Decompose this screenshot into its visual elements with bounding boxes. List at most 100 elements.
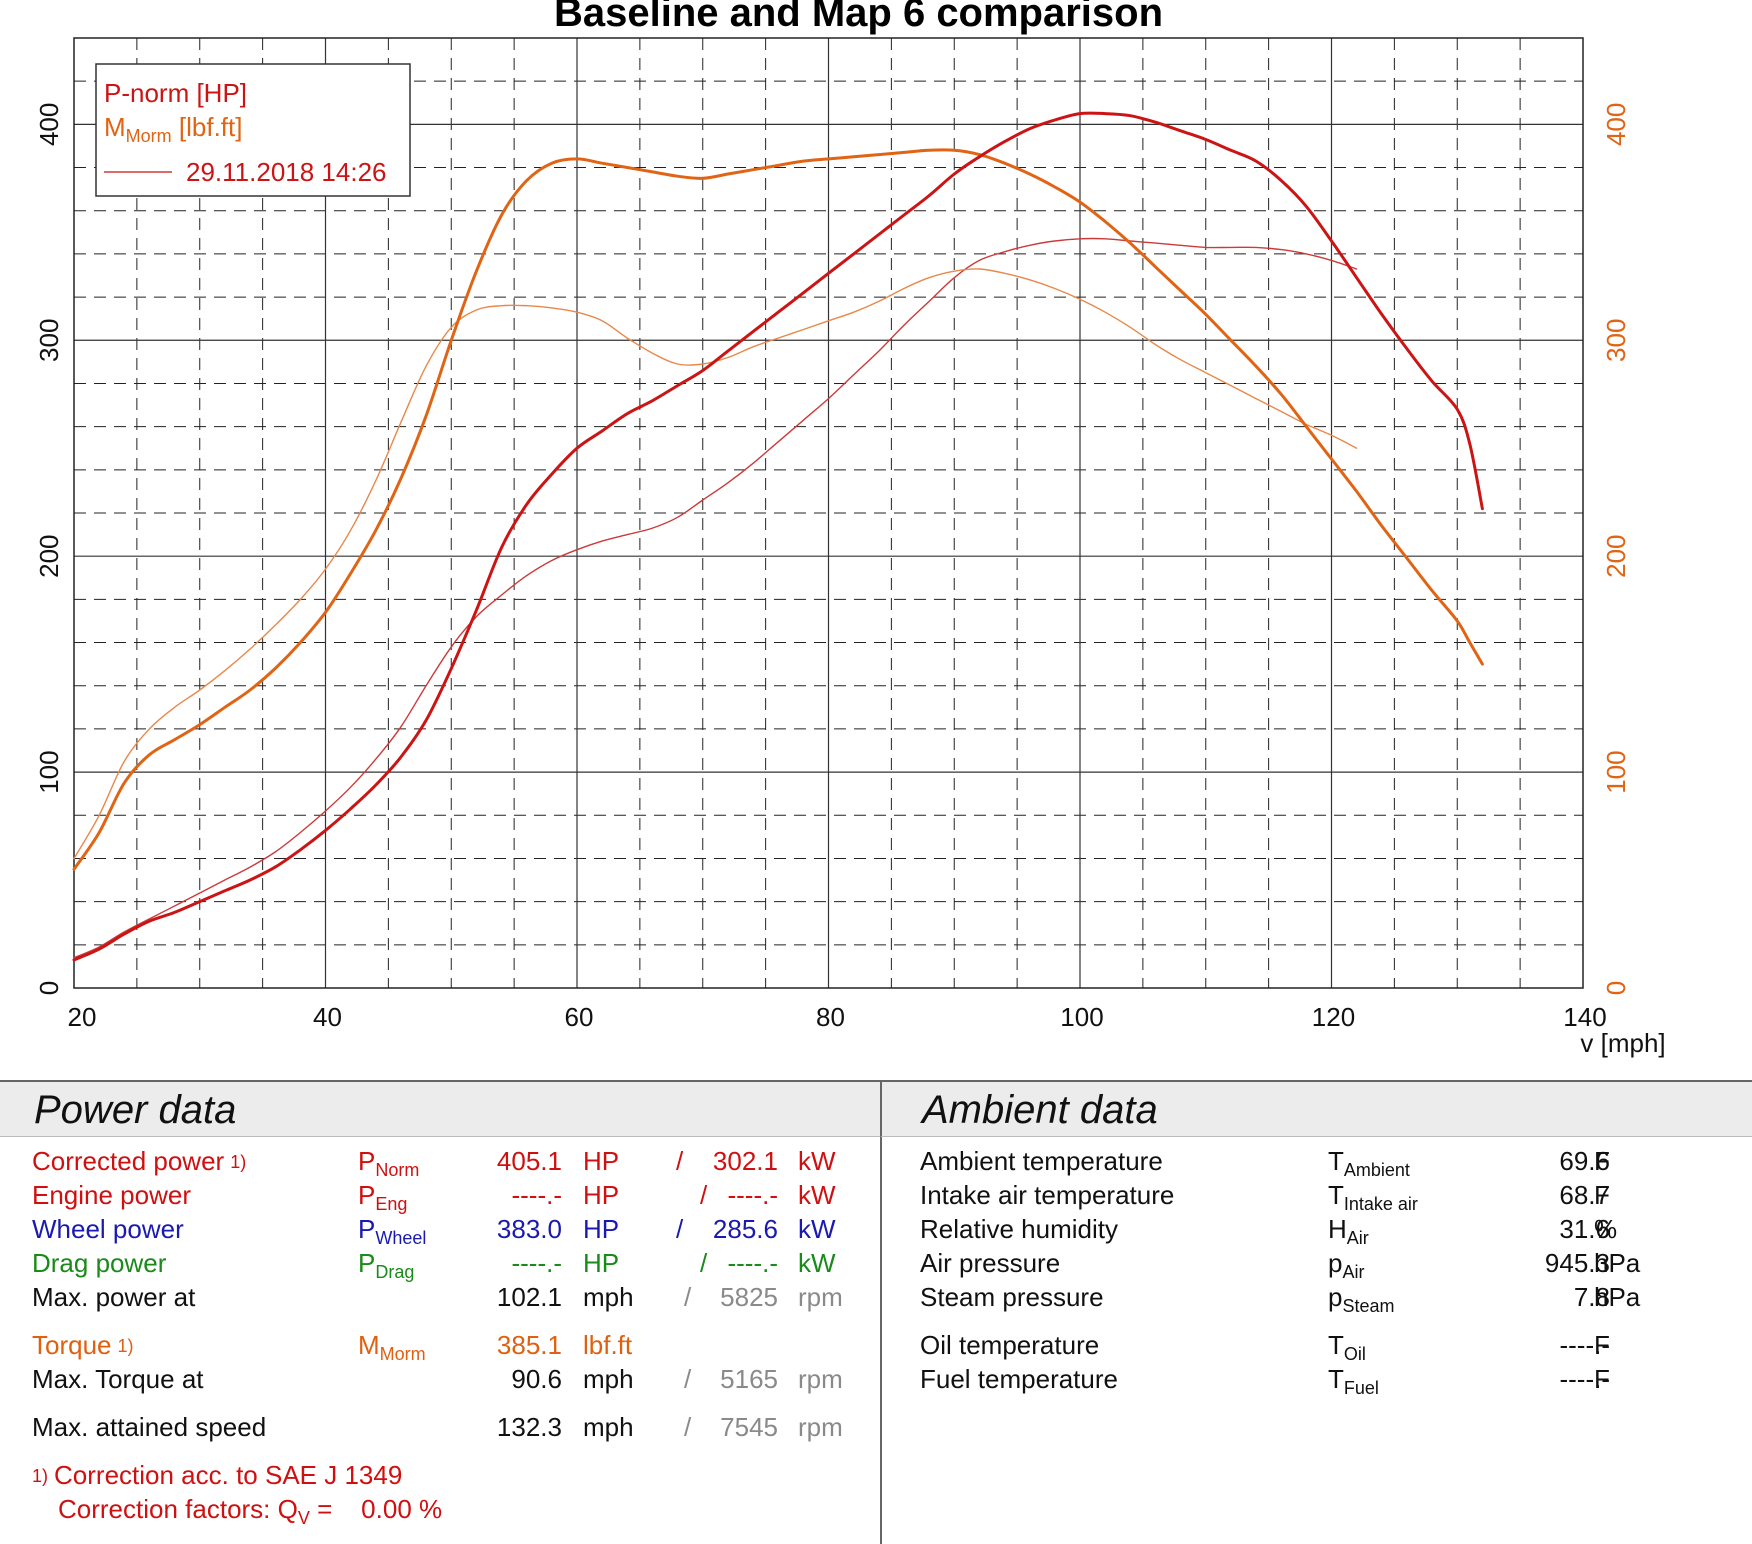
steam-pressure-label: Steam pressure [920, 1282, 1104, 1312]
intake-air-temp-sym: T [1328, 1180, 1344, 1210]
correction-note: 1) Correction acc. to SAE J 1349 [32, 1460, 402, 1491]
y-tick-label-left: 200 [34, 534, 64, 577]
max-torque-at-row: Max. Torque at 90.6 mph / 5165 rpm [0, 1364, 880, 1398]
panel-divider [880, 1080, 882, 1544]
y-tick-label-right: 0 [1601, 981, 1631, 995]
legend-baseline-label: 29.11.2018 14:26 [186, 157, 386, 187]
fuel-temp-sub: Fuel [1343, 1378, 1379, 1398]
max-power-rpm: 5825 [720, 1282, 778, 1312]
correction-note-text: Correction acc. to SAE J 1349 [54, 1460, 403, 1490]
oil-temp-value: ----.- [1559, 1330, 1610, 1360]
y-tick-label-left: 300 [34, 319, 64, 362]
torque-label: Torque 1) [32, 1330, 134, 1361]
corrected-power-label: Corrected power 1) [32, 1146, 246, 1177]
humidity-sub: Air [1346, 1228, 1369, 1248]
ambient-temp-value: 69.6 [1559, 1146, 1610, 1176]
max-speed-sep: / [684, 1412, 692, 1442]
ambient-temp-label: Ambient temperature [920, 1146, 1163, 1176]
legend-torque-unit: [lbf.ft] [172, 112, 243, 142]
torque-sym: M [358, 1330, 380, 1360]
dyno-chart: Baseline and Map 6 comparison 20 40 60 80 100… [34, 0, 1666, 1058]
max-torque-speed-unit: mph [583, 1364, 634, 1394]
y-tick-label-left: 0 [34, 981, 64, 995]
max-power-rpm-unit: rpm [798, 1282, 843, 1312]
intake-air-temp-symbol: TIntake air [1328, 1180, 1418, 1215]
drag-power-kw: ----.- [727, 1248, 778, 1278]
max-speed-unit: mph [583, 1412, 634, 1442]
corrected-power-row: Corrected power 1) PNorm 405.1 HP / 302.1… [0, 1146, 880, 1180]
air-pressure-row: Air pressure pAir 945.3 hPa [880, 1248, 1752, 1282]
steam-pressure-sub: Steam [1342, 1296, 1395, 1316]
drag-power-sym: P [358, 1248, 376, 1278]
correction-footnote-mark: 1) [32, 1466, 49, 1486]
torque-footnote: 1) [117, 1336, 134, 1356]
engine-power-kw-unit: kW [798, 1180, 836, 1210]
wheel-power-kw: 285.6 [712, 1214, 778, 1244]
ambient-temp-sym: T [1328, 1146, 1344, 1176]
wheel-power-kw-unit: kW [798, 1214, 836, 1244]
fuel-temp-label: Fuel temperature [920, 1364, 1118, 1394]
y-tick-label-right: 100 [1601, 750, 1631, 793]
power-data-header: Power data [0, 1080, 880, 1137]
y-tick-label-left: 400 [34, 103, 64, 146]
y-tick-label-right: 200 [1601, 534, 1631, 577]
corrected-power-hp: 405.1 [496, 1146, 562, 1176]
x-tick-label: 60 [565, 1002, 594, 1032]
engine-power-sym: P [358, 1180, 376, 1210]
series-line-power-map6 [72, 111, 1484, 962]
ambient-temp-unit: F [1594, 1146, 1610, 1176]
engine-power-row: Engine power PEng ----.- HP / ----.- kW [0, 1180, 880, 1214]
drag-power-row: Drag power PDrag ----.- HP / ----.- kW [0, 1248, 880, 1282]
air-pressure-label: Air pressure [920, 1248, 1061, 1278]
correction-factors-value: = 0.00 % [309, 1494, 443, 1524]
y-tick-label-right: 300 [1601, 319, 1631, 362]
y-tick-label-right: 400 [1601, 103, 1631, 146]
torque-symbol: MMorm [358, 1330, 426, 1365]
fuel-temp-value: ----.- [1559, 1364, 1610, 1394]
max-torque-speed: 90.6 [511, 1364, 562, 1394]
fuel-temp-unit: F [1594, 1364, 1610, 1394]
steam-pressure-symbol: pSteam [1328, 1282, 1395, 1317]
intake-air-temp-label: Intake air temperature [920, 1180, 1175, 1210]
corrected-power-kw: 302.1 [712, 1146, 778, 1176]
engine-power-sub: Eng [375, 1194, 408, 1214]
max-power-speed: 102.1 [496, 1282, 562, 1312]
steam-pressure-unit: hPa [1594, 1282, 1641, 1312]
max-speed-row: Max. attained speed 132.3 mph / 7545 rpm [0, 1412, 880, 1446]
wheel-power-symbol: PWheel [358, 1214, 426, 1249]
wheel-power-label: Wheel power [32, 1214, 184, 1244]
steam-pressure-value: 7.8 [1573, 1282, 1610, 1312]
max-speed-value: 132.3 [496, 1412, 562, 1442]
power-data-panel: Power data Corrected power 1) PNorm 405.1… [0, 1080, 880, 1544]
corrected-power-label-text: Corrected power [32, 1146, 225, 1176]
corrected-power-sym: P [358, 1146, 376, 1176]
torque-row: Torque 1) MMorm 385.1 lbf.ft [0, 1330, 880, 1364]
air-pressure-unit: hPa [1594, 1248, 1641, 1278]
chart-svg: Baseline and Map 6 comparison 20 40 60 80 100… [34, 0, 1666, 1058]
drag-power-hp-unit: HP [583, 1248, 620, 1278]
wheel-power-sym: P [358, 1214, 376, 1244]
corrected-power-kw-unit: kW [798, 1146, 836, 1176]
drag-power-label: Drag power [32, 1248, 167, 1278]
air-pressure-value: 945.3 [1544, 1248, 1610, 1278]
correction-factors-label: Correction factors: Q [58, 1494, 298, 1524]
max-speed-rpm: 7545 [720, 1412, 778, 1442]
chart-title: Baseline and Map 6 comparison [554, 0, 1163, 35]
x-tick-label: 140 [1563, 1002, 1606, 1032]
legend-torque-sub: Morm [126, 126, 172, 146]
max-power-speed-unit: mph [583, 1282, 634, 1312]
max-torque-sep: / [684, 1364, 692, 1394]
fuel-temp-sym: T [1328, 1364, 1344, 1394]
drag-power-kw-unit: kW [798, 1248, 836, 1278]
humidity-label: Relative humidity [920, 1214, 1118, 1244]
engine-power-hp: ----.- [511, 1180, 562, 1210]
intake-air-temp-row: Intake air temperature TIntake air 68.7 … [880, 1180, 1752, 1214]
max-torque-at-label: Max. Torque at [32, 1364, 204, 1394]
engine-power-hp-unit: HP [583, 1180, 620, 1210]
engine-power-symbol: PEng [358, 1180, 407, 1215]
air-pressure-symbol: pAir [1328, 1248, 1364, 1283]
correction-factors-sub: V [297, 1508, 310, 1528]
corrected-power-sub: Norm [375, 1160, 420, 1180]
torque-label-text: Torque [32, 1330, 112, 1360]
x-tick-label: 80 [816, 1002, 845, 1032]
